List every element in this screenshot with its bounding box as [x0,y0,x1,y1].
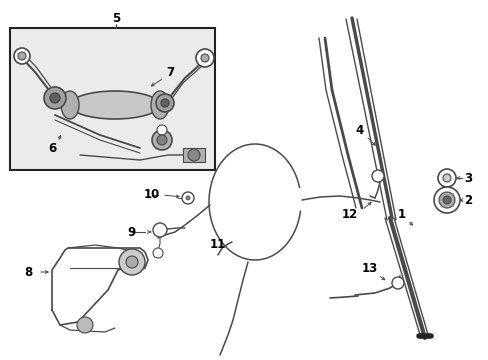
Circle shape [14,48,30,64]
Circle shape [157,135,167,145]
Circle shape [126,256,138,268]
Circle shape [371,170,383,182]
Circle shape [157,125,167,135]
Text: 12: 12 [341,208,357,221]
Circle shape [433,187,459,213]
Circle shape [161,99,169,107]
Text: 13: 13 [361,261,377,274]
Circle shape [442,174,450,182]
Circle shape [119,249,145,275]
Text: 6: 6 [48,141,56,154]
Circle shape [152,130,172,150]
Ellipse shape [61,91,79,119]
Ellipse shape [151,91,169,119]
Text: 9: 9 [128,225,136,238]
Circle shape [437,169,455,187]
Circle shape [50,93,60,103]
Circle shape [18,52,26,60]
Text: 3: 3 [463,171,471,184]
Circle shape [201,54,208,62]
Ellipse shape [70,91,160,119]
Text: 5: 5 [112,12,120,24]
Text: 11: 11 [209,238,225,252]
Bar [183,148,204,162]
Circle shape [391,277,403,289]
Circle shape [153,248,163,258]
Text: 7: 7 [165,66,174,78]
Text: 4: 4 [355,123,364,136]
Text: 8: 8 [24,266,32,279]
Circle shape [438,192,454,208]
Circle shape [196,49,214,67]
Bar [10,28,215,170]
Circle shape [44,87,66,109]
Circle shape [187,149,200,161]
Circle shape [77,317,93,333]
Circle shape [442,196,450,204]
Circle shape [185,196,190,200]
Circle shape [182,192,194,204]
Circle shape [156,94,174,112]
Text: 10: 10 [143,189,160,202]
Text: 1: 1 [397,208,405,221]
Circle shape [153,223,167,237]
Text: 2: 2 [463,194,471,207]
